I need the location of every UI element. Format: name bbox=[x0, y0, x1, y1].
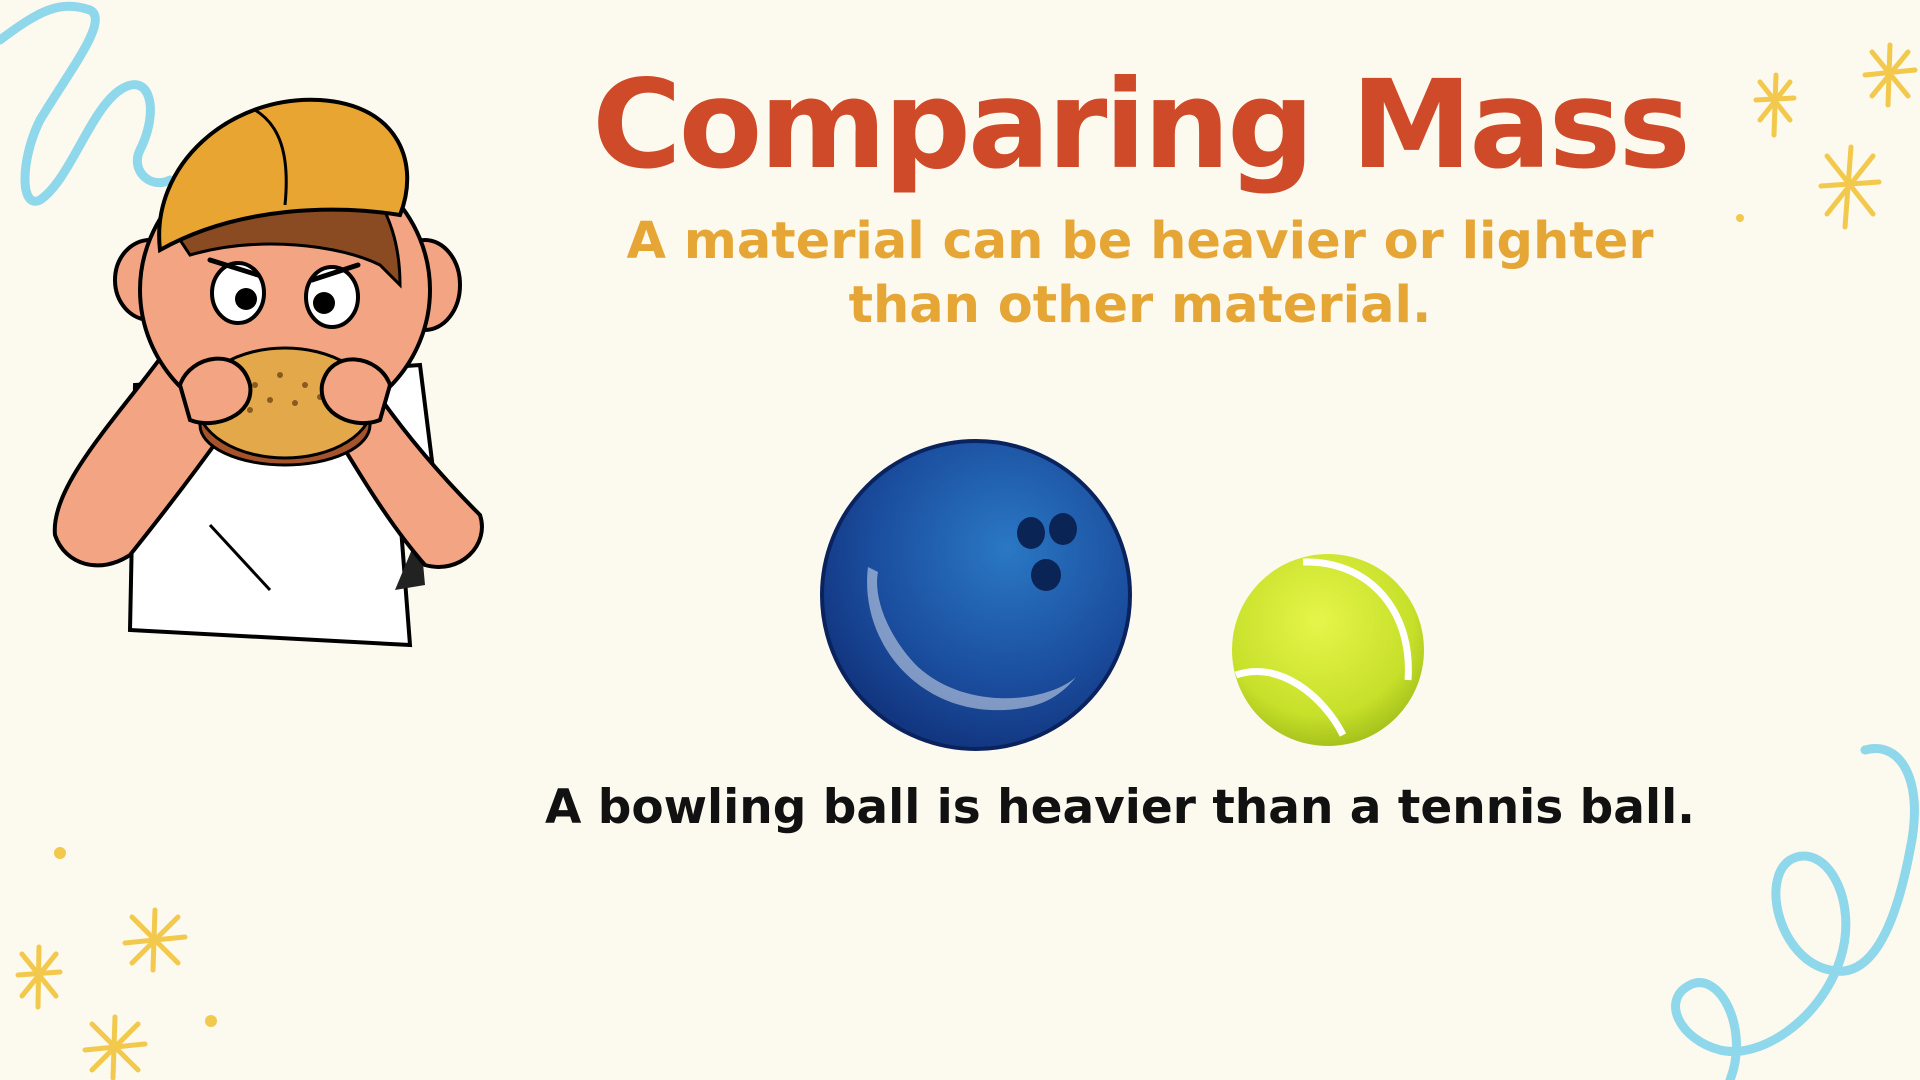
squiggle-top-left-decoration bbox=[0, 1, 175, 206]
tennis-ball-icon bbox=[1232, 554, 1424, 746]
sparkle-icon bbox=[1753, 72, 1797, 138]
sparkle-icon bbox=[122, 907, 188, 973]
squiggle-bottom-right-decoration bbox=[1671, 744, 1919, 1080]
dot-decoration bbox=[54, 847, 66, 859]
bowling-ball-icon bbox=[820, 439, 1132, 751]
caption: A bowling ball is heavier than a tennis … bbox=[544, 780, 1696, 835]
sparkle-icon bbox=[15, 944, 63, 1010]
page-title: Comparing Mass bbox=[592, 54, 1691, 196]
boy-eating-burger-illustration bbox=[52, 97, 484, 648]
dot-decoration bbox=[1736, 214, 1744, 222]
sparkle-icon bbox=[1818, 144, 1882, 230]
sparkle-icon bbox=[82, 1014, 148, 1080]
dot-decoration bbox=[205, 1015, 217, 1027]
subtitle: A material can be heavier or lighter tha… bbox=[626, 212, 1654, 335]
sparkle-icon bbox=[1862, 42, 1918, 108]
